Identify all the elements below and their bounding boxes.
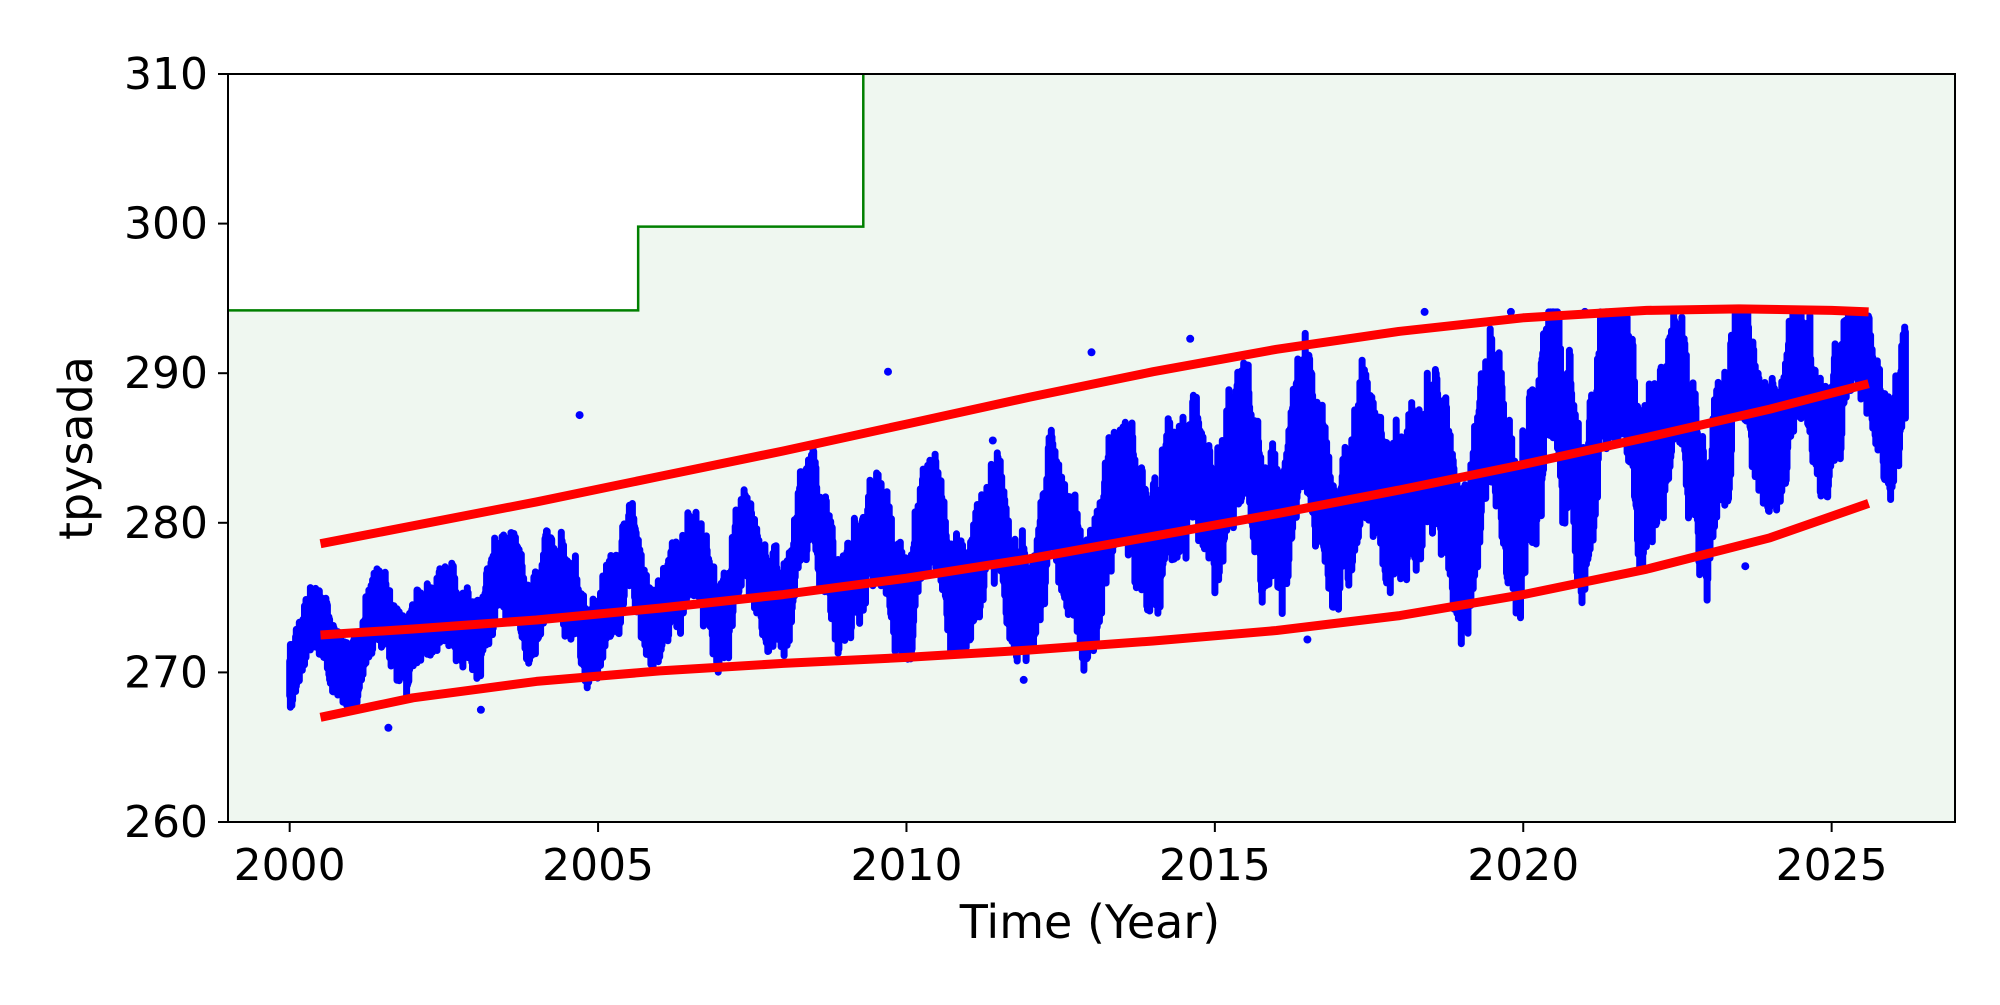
scatter-point <box>1506 307 1515 316</box>
x-tick-label: 2010 <box>850 840 962 891</box>
trend-line-upper <box>319 304 1869 549</box>
x-tick-label: 2015 <box>1159 840 1271 891</box>
x-tick-label: 2025 <box>1776 840 1888 891</box>
scatter-point <box>1019 675 1028 684</box>
threshold-step-line <box>228 74 865 312</box>
trend-line-lower <box>319 499 1871 722</box>
y-tick-label: 300 <box>124 199 208 250</box>
y-tick-label: 310 <box>124 49 208 100</box>
plot-frame <box>227 73 1956 823</box>
scatter-point <box>384 723 393 732</box>
scatter-point <box>575 411 584 420</box>
scatter-point <box>476 705 485 714</box>
x-axis-title: Time (Year) <box>959 895 1220 949</box>
axes: 2000 2005 2010 2015 2020 2025 260 270 280 290 300 3… <box>124 49 1956 891</box>
x-tick-label: 2000 <box>234 840 346 891</box>
scatter-series <box>286 307 1909 732</box>
y-axis-title: tpysada <box>49 356 103 540</box>
scatter-point <box>1420 307 1429 316</box>
trend-line-mean <box>320 379 1870 640</box>
x-tick-label: 2005 <box>542 840 654 891</box>
scatter-point <box>1303 635 1312 644</box>
y-tick-label: 270 <box>124 647 208 698</box>
scatter-point <box>884 367 892 376</box>
plot-area <box>228 74 1955 822</box>
scatter-point <box>988 436 997 445</box>
y-tick-label: 260 <box>124 797 208 848</box>
scatter-point <box>1186 334 1195 343</box>
y-tick-label: 290 <box>124 348 208 399</box>
x-tick-label: 2020 <box>1467 840 1579 891</box>
y-tick-label: 280 <box>124 498 208 549</box>
scatter-point <box>1087 348 1096 357</box>
scatter-point <box>1741 562 1750 571</box>
